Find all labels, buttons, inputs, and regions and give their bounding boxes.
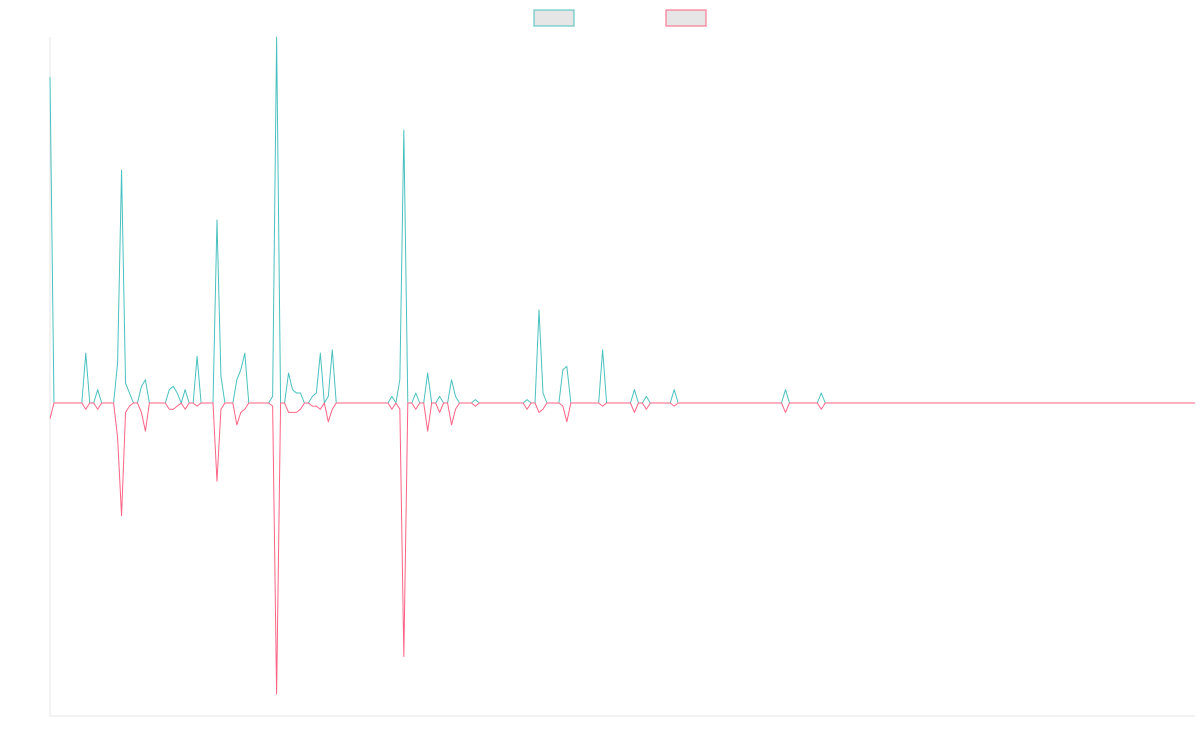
series-layer (49, 36, 1195, 695)
legend-swatch-2 (665, 9, 707, 27)
legend-swatch-1 (533, 9, 575, 27)
legend (533, 9, 707, 27)
legend-item-1[interactable] (533, 9, 575, 27)
chart-axes (49, 37, 1195, 717)
series-line-2 (49, 402, 1195, 695)
series-line-1 (49, 36, 1195, 404)
legend-item-2[interactable] (665, 9, 707, 27)
